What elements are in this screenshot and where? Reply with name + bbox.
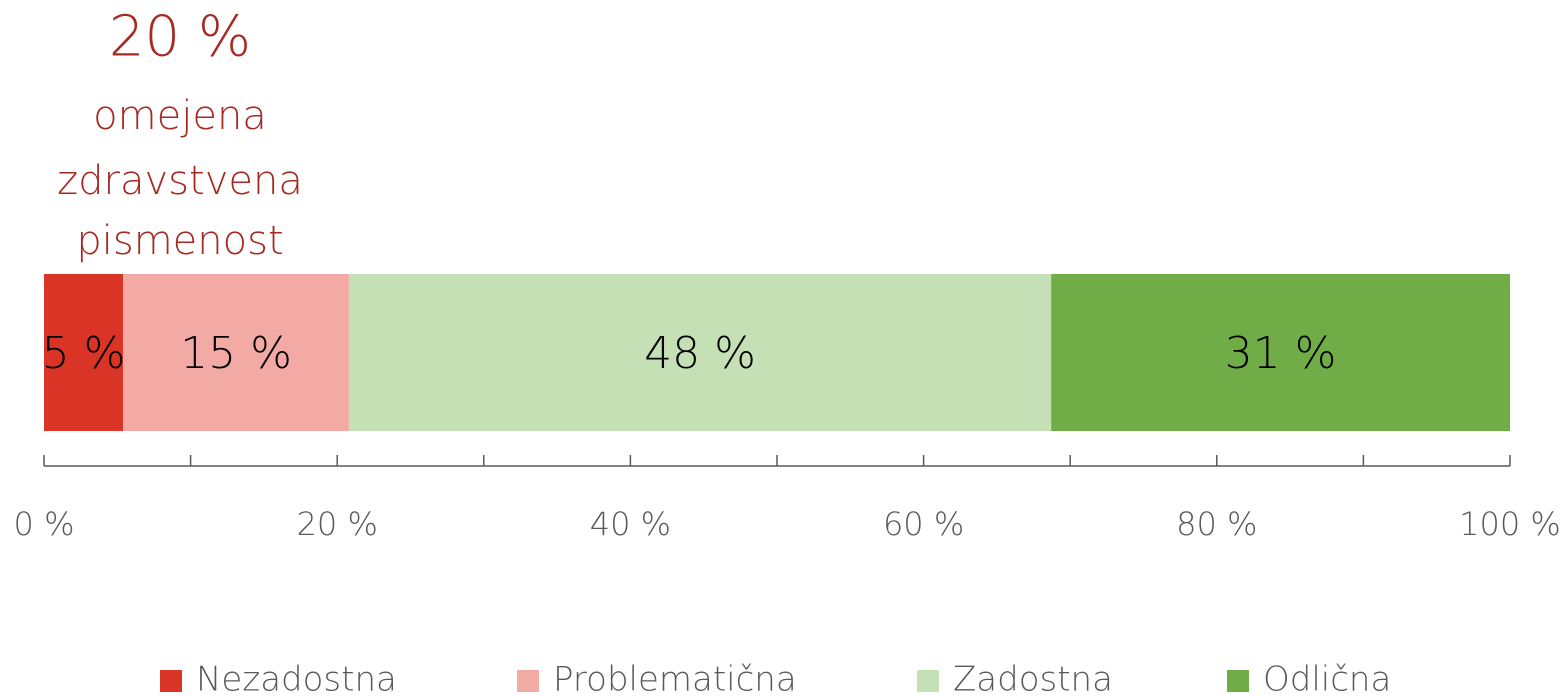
annotation-headline: 20 % — [109, 4, 251, 69]
annotation-line: omejena — [93, 93, 267, 139]
bar-segment — [1051, 274, 1510, 431]
bar-segment — [348, 274, 1052, 431]
legend-swatch — [517, 670, 539, 692]
legend-label: Odlična — [1263, 660, 1391, 696]
bar-segment — [123, 274, 349, 431]
legend-label: Zadostna — [953, 660, 1113, 696]
data-label: 48 % — [644, 328, 756, 379]
bar-segment — [44, 274, 124, 431]
legend-label: Problematična — [553, 660, 797, 696]
x-tick-label: 100 % — [1459, 505, 1561, 543]
x-tick-label: 40 % — [590, 505, 671, 543]
x-tick-label: 60 % — [883, 505, 964, 543]
x-tick-label: 0 % — [14, 505, 75, 543]
x-tick-label: 80 % — [1176, 505, 1257, 543]
legend-swatch — [917, 670, 939, 692]
data-label: 15 % — [180, 328, 292, 379]
x-tick-label: 20 % — [297, 505, 378, 543]
annotation-line: zdravstvena — [57, 158, 303, 204]
legend-swatch — [160, 670, 182, 692]
legend-swatch — [1227, 670, 1249, 692]
annotation: 20 % — [109, 4, 251, 69]
annotation-line: pismenost — [76, 218, 283, 264]
data-label: 31 % — [1225, 328, 1337, 379]
data-label: 5 % — [42, 328, 126, 379]
legend-label: Nezadostna — [196, 660, 397, 696]
